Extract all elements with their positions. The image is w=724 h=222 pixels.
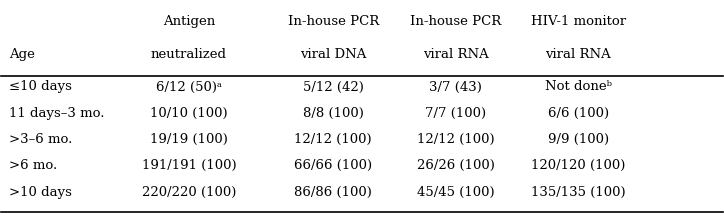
Text: 6/6 (100): 6/6 (100) (548, 107, 609, 120)
Text: 120/120 (100): 120/120 (100) (531, 159, 626, 172)
Text: 135/135 (100): 135/135 (100) (531, 186, 626, 199)
Text: viral DNA: viral DNA (300, 48, 366, 61)
Text: 3/7 (43): 3/7 (43) (429, 80, 482, 93)
Text: viral RNA: viral RNA (423, 48, 489, 61)
Text: 220/220 (100): 220/220 (100) (142, 186, 236, 199)
Text: 11 days–3 mo.: 11 days–3 mo. (9, 107, 104, 120)
Text: 19/19 (100): 19/19 (100) (150, 133, 228, 146)
Text: viral RNA: viral RNA (545, 48, 611, 61)
Text: Not doneᵇ: Not doneᵇ (545, 80, 612, 93)
Text: Age: Age (9, 48, 35, 61)
Text: 86/86 (100): 86/86 (100) (294, 186, 372, 199)
Text: 191/191 (100): 191/191 (100) (142, 159, 236, 172)
Text: 26/26 (100): 26/26 (100) (417, 159, 494, 172)
Text: >3–6 mo.: >3–6 mo. (9, 133, 72, 146)
Text: 12/12 (100): 12/12 (100) (295, 133, 372, 146)
Text: 5/12 (42): 5/12 (42) (303, 80, 363, 93)
Text: 12/12 (100): 12/12 (100) (417, 133, 494, 146)
Text: HIV-1 monitor: HIV-1 monitor (531, 15, 626, 28)
Text: ≤10 days: ≤10 days (9, 80, 72, 93)
Text: In-house PCR: In-house PCR (410, 15, 502, 28)
Text: 8/8 (100): 8/8 (100) (303, 107, 363, 120)
Text: 7/7 (100): 7/7 (100) (425, 107, 487, 120)
Text: 9/9 (100): 9/9 (100) (548, 133, 609, 146)
Text: >6 mo.: >6 mo. (9, 159, 57, 172)
Text: 45/45 (100): 45/45 (100) (417, 186, 494, 199)
Text: >10 days: >10 days (9, 186, 72, 199)
Text: 10/10 (100): 10/10 (100) (150, 107, 228, 120)
Text: In-house PCR: In-house PCR (287, 15, 379, 28)
Text: 6/12 (50)ᵃ: 6/12 (50)ᵃ (156, 80, 222, 93)
Text: neutralized: neutralized (151, 48, 227, 61)
Text: 66/66 (100): 66/66 (100) (294, 159, 372, 172)
Text: Antigen: Antigen (163, 15, 215, 28)
